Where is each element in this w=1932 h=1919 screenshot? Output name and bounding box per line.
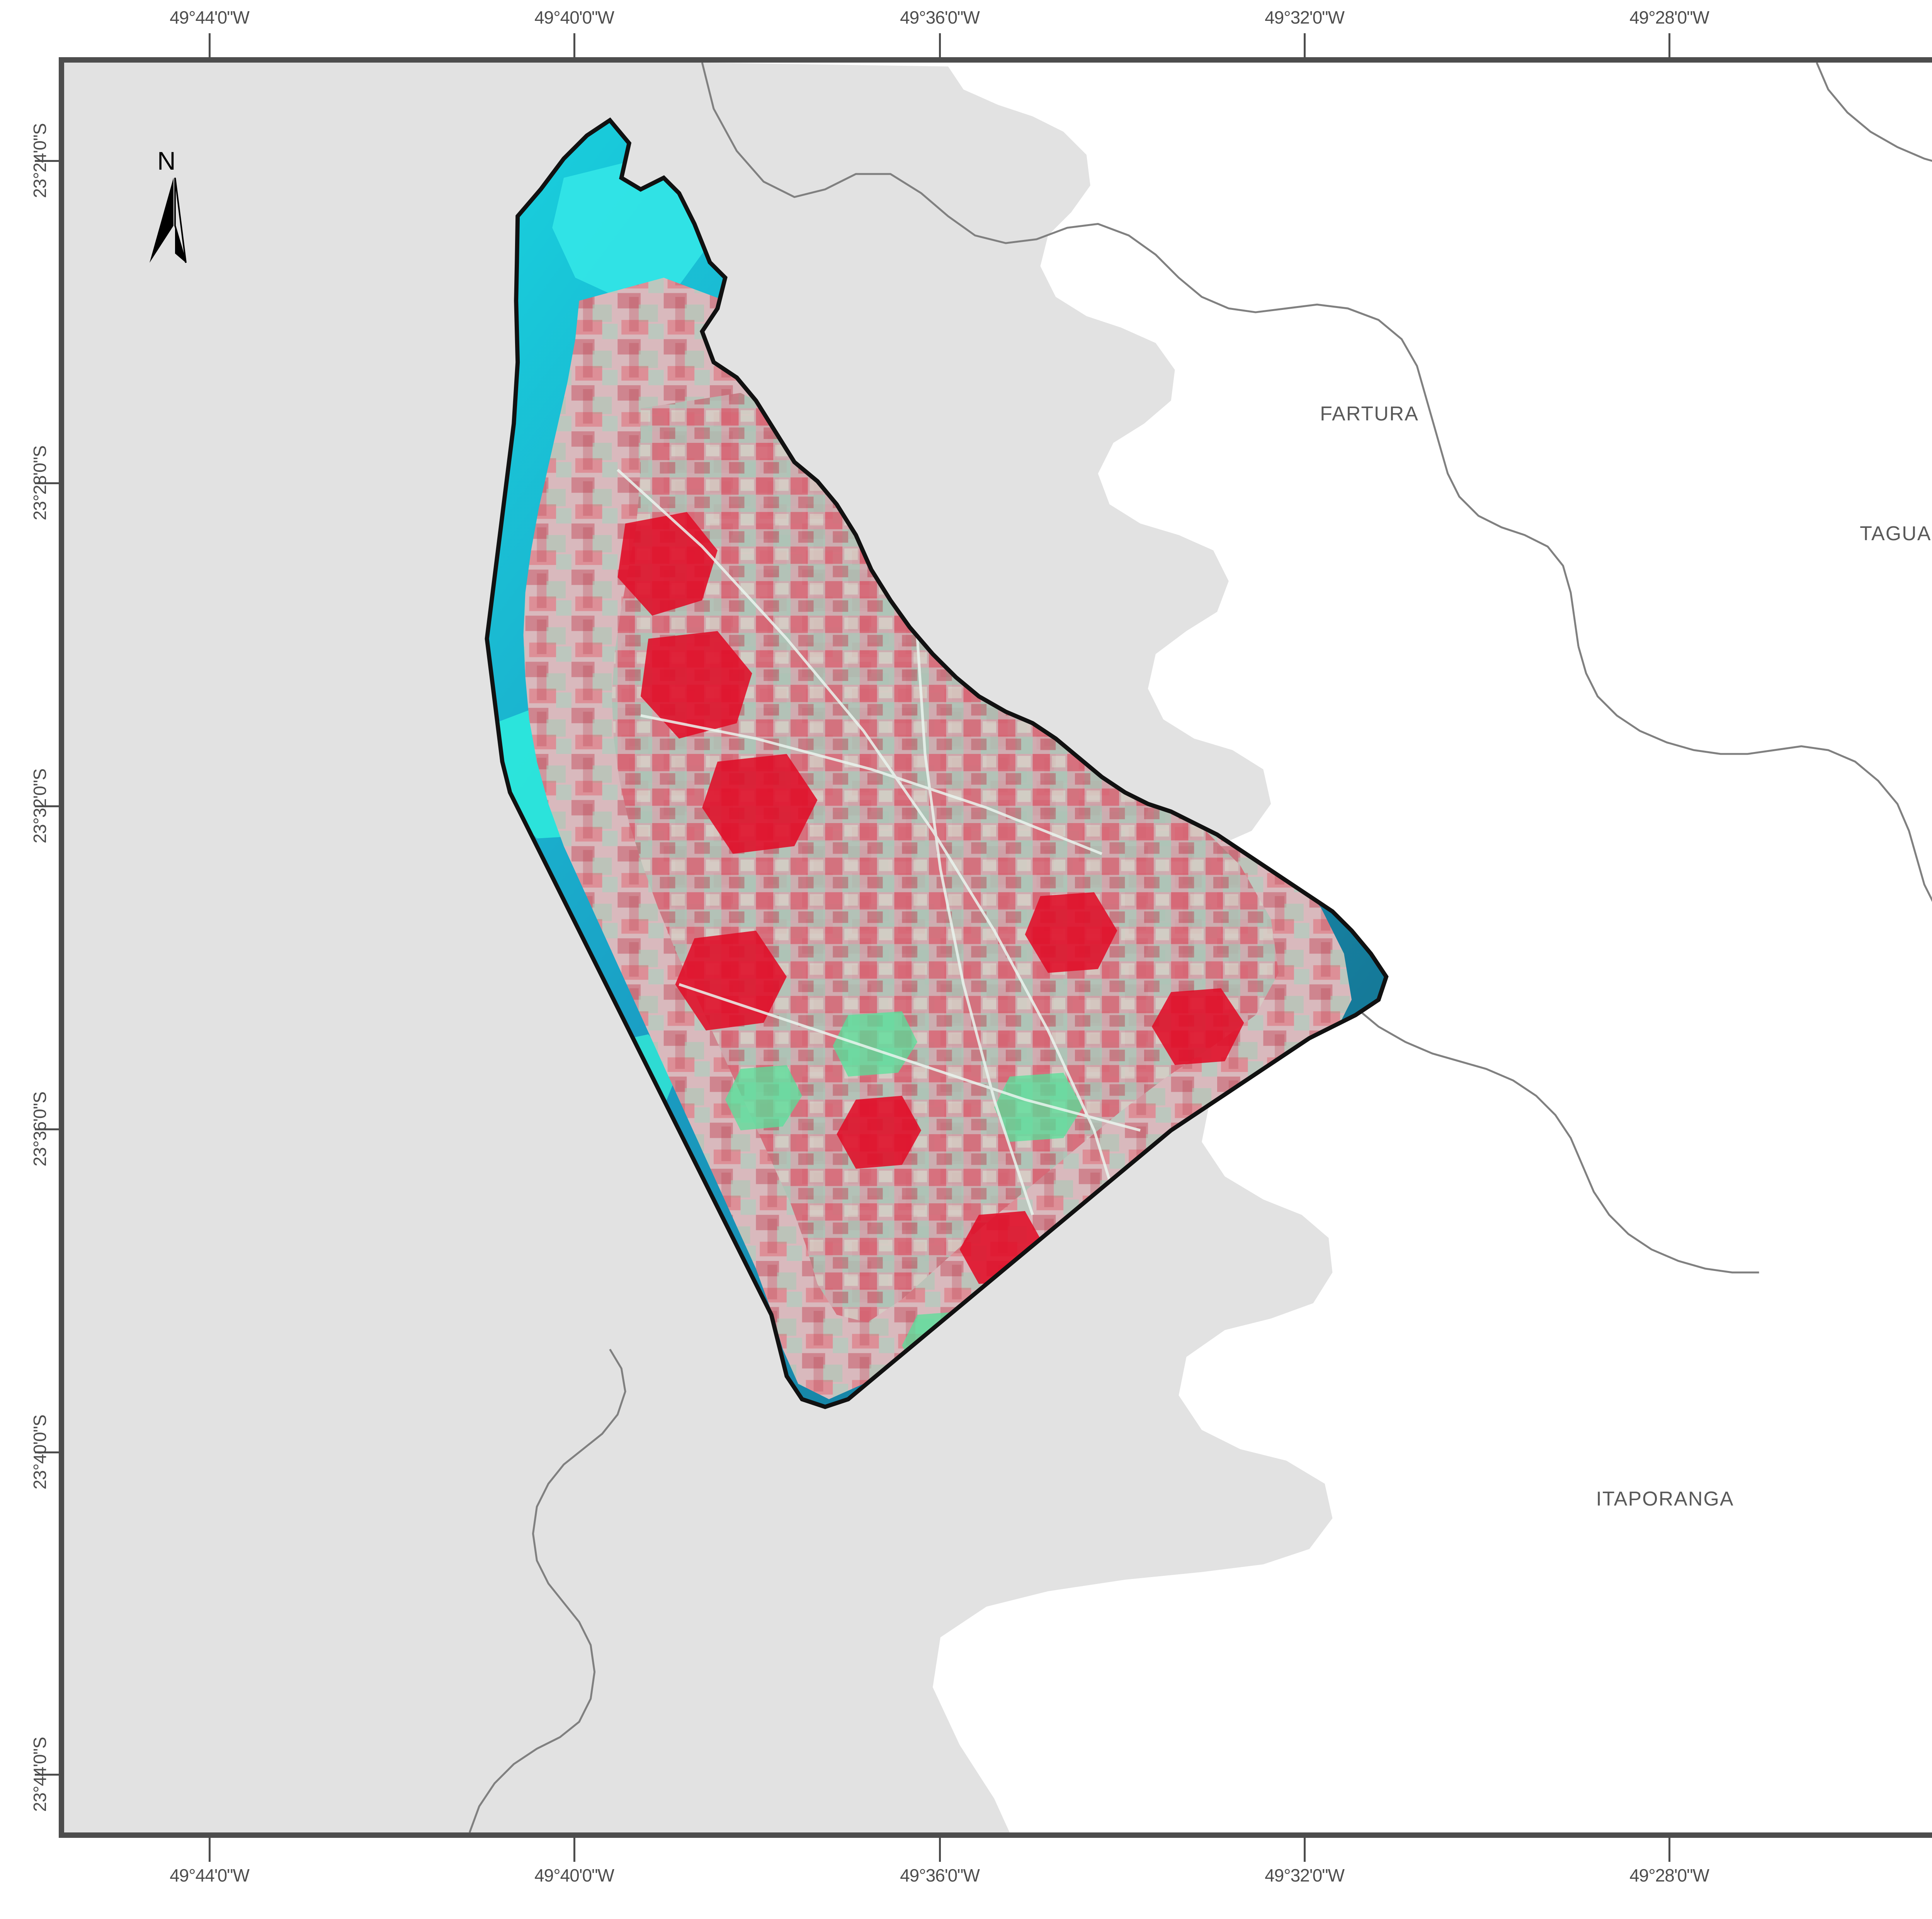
- north-arrow-glyph: [150, 177, 187, 263]
- longitude-label-bottom: 49°40'0"W: [534, 1865, 614, 1885]
- longitude-tick-top: [1304, 33, 1306, 57]
- longitude-tick-bottom: [573, 1838, 575, 1862]
- longitude-label-top: 49°28'0"W: [1629, 7, 1709, 27]
- map-canvas: [64, 63, 1932, 1832]
- longitude-tick-top: [573, 33, 575, 57]
- longitude-tick-bottom: [209, 1838, 211, 1862]
- longitude-label-top: 49°44'0"W: [170, 7, 250, 27]
- place-label: ITAPORANGA: [1596, 1488, 1734, 1510]
- longitude-label-bottom: 49°32'0"W: [1265, 1865, 1345, 1885]
- longitude-label-top: 49°36'0"W: [900, 7, 980, 27]
- place-label: TAGUAÍ: [1860, 522, 1932, 545]
- longitude-tick-top: [939, 33, 941, 57]
- place-label: FARTURA: [1320, 403, 1419, 425]
- latitude-label: 23°32'0"S: [30, 769, 50, 844]
- latitude-tick: [35, 805, 59, 807]
- municipal-boundary-lines: [469, 63, 1932, 1832]
- longitude-label-top: 49°40'0"W: [534, 7, 614, 27]
- longitude-tick-top: [1668, 33, 1670, 57]
- latitude-tick: [35, 160, 59, 162]
- longitude-tick-bottom: [939, 1838, 941, 1862]
- latitude-tick: [35, 1451, 59, 1453]
- longitude-label-top: 49°32'0"W: [1265, 7, 1345, 27]
- latitude-label: 23°44'0"S: [30, 1737, 50, 1812]
- latitude-label: 23°24'0"S: [30, 123, 50, 198]
- longitude-label-bottom: 49°44'0"W: [170, 1865, 250, 1885]
- municipality-outline: [485, 117, 1389, 1409]
- latitude-tick: [35, 482, 59, 484]
- latitude-tick: [35, 1774, 59, 1776]
- longitude-label-bottom: 49°36'0"W: [900, 1865, 980, 1885]
- latitude-label: 23°28'0"S: [30, 446, 50, 521]
- latitude-label: 23°36'0"S: [30, 1092, 50, 1167]
- latitude-label: 23°40'0"S: [30, 1415, 50, 1490]
- north-arrow-label: N: [157, 146, 176, 175]
- longitude-tick-bottom: [1668, 1838, 1670, 1862]
- longitude-tick-top: [209, 33, 211, 57]
- latitude-tick: [35, 1128, 59, 1130]
- main-map-frame: N 0248 km FARTURATEJUPÁTAGUAÍCORONELMACE…: [59, 57, 1932, 1838]
- longitude-label-bottom: 49°28'0"W: [1629, 1865, 1709, 1885]
- longitude-tick-bottom: [1304, 1838, 1306, 1862]
- north-arrow: N: [147, 146, 201, 264]
